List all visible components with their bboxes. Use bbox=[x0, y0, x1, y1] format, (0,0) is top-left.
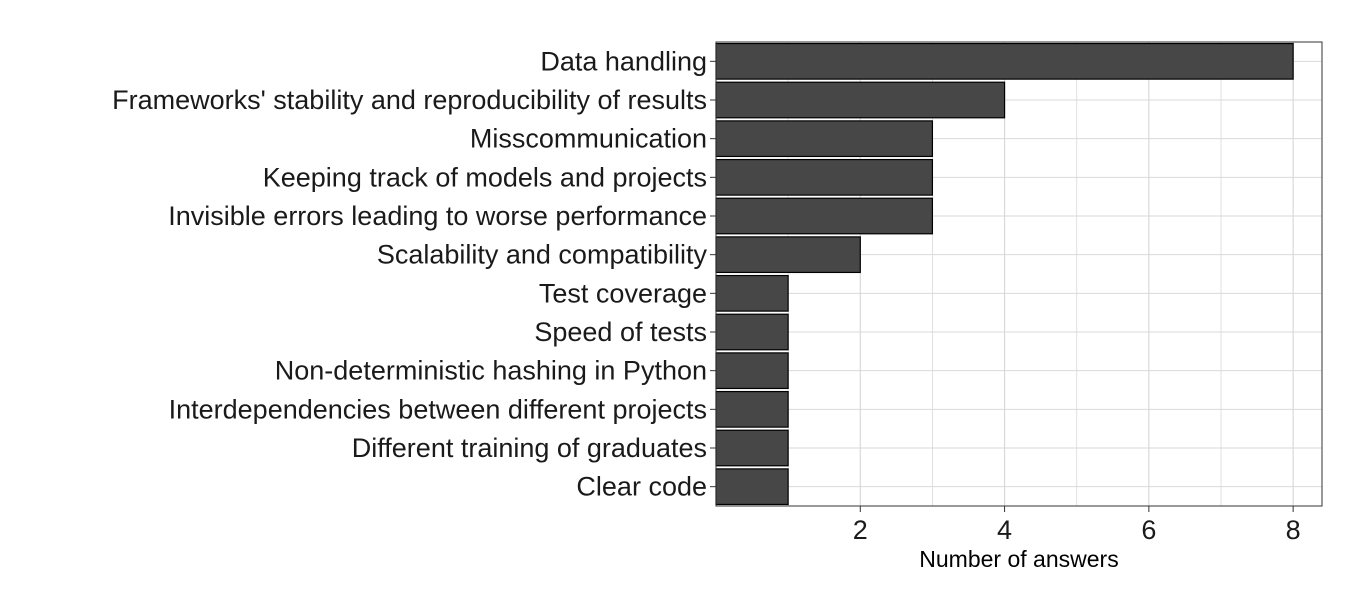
bar bbox=[715, 197, 934, 235]
bar bbox=[715, 274, 789, 312]
x-tick-label: 2 bbox=[853, 515, 868, 545]
bar bbox=[715, 120, 934, 158]
x-axis-ticks: 2 4 6 8 bbox=[853, 506, 1301, 545]
category-labels: Data handling Frameworks' stability and r… bbox=[112, 46, 716, 502]
bar bbox=[715, 42, 1294, 80]
category-label: Invisible errors leading to worse perfor… bbox=[168, 201, 707, 231]
category-label: Data handling bbox=[540, 46, 707, 76]
x-tick-label: 6 bbox=[1141, 515, 1156, 545]
bar bbox=[715, 390, 789, 428]
category-label: Keeping track of models and projects bbox=[263, 162, 707, 192]
bar bbox=[715, 158, 934, 196]
bar bbox=[715, 81, 1006, 119]
bar bbox=[715, 236, 861, 274]
category-label: Test coverage bbox=[539, 278, 707, 308]
category-label: Speed of tests bbox=[534, 317, 707, 347]
category-label: Misscommunication bbox=[470, 124, 707, 154]
bar bbox=[715, 352, 789, 390]
category-label: Non-deterministic hashing in Python bbox=[275, 356, 707, 386]
category-label: Interdependencies between different proj… bbox=[169, 394, 707, 424]
x-tick-label: 4 bbox=[997, 515, 1012, 545]
bar bbox=[715, 468, 789, 506]
category-label: Different training of graduates bbox=[352, 433, 707, 463]
x-tick-label: 8 bbox=[1286, 515, 1301, 545]
plot-panel-border bbox=[715, 41, 1323, 507]
x-axis-title: Number of answers bbox=[919, 546, 1118, 572]
category-label: Clear code bbox=[576, 472, 707, 502]
bar bbox=[715, 313, 789, 351]
category-label: Frameworks' stability and reproducibilit… bbox=[112, 85, 707, 115]
category-label: Scalability and compatibility bbox=[377, 240, 708, 270]
bars bbox=[715, 42, 1294, 506]
bar bbox=[715, 429, 789, 467]
